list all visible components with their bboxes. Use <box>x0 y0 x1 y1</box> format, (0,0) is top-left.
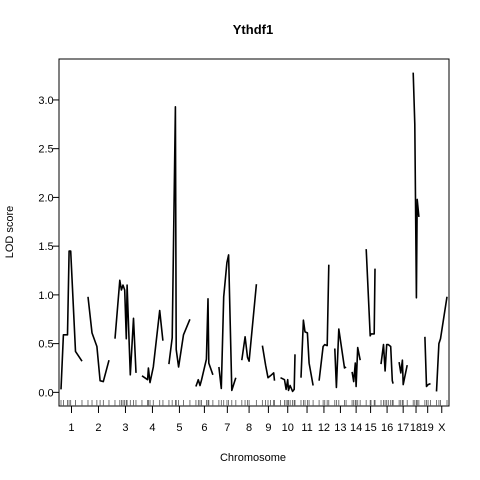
x-tick-label: 14 <box>350 422 362 434</box>
lod-curve-chr-11 <box>300 319 314 386</box>
lod-curves <box>60 72 448 393</box>
x-tick-label: 6 <box>201 422 207 434</box>
y-tick-label: 2.5 <box>38 144 53 156</box>
chart-title: Ythdf1 <box>233 22 273 37</box>
y-tick-label: 1.5 <box>38 241 53 253</box>
lod-curve-chr-12 <box>318 264 330 381</box>
x-tick-label: 11 <box>301 422 312 434</box>
y-axis: 0.0 0.5 1.0 1.5 2.0 2.5 3.0 <box>38 95 59 399</box>
x-tick-label: 9 <box>265 422 271 434</box>
lod-curve-chr-1 <box>60 250 83 390</box>
lod-curve-chr-19 <box>424 336 431 388</box>
x-tick-label: 10 <box>282 422 294 434</box>
x-tick-label: 19 <box>422 422 434 434</box>
lod-curve-chr-14 <box>351 346 361 388</box>
lod-curve-chr-6 <box>195 297 214 387</box>
lod-curve-chr-8 <box>241 284 258 363</box>
plot-frame <box>58 58 450 407</box>
lod-curve-chr-15 <box>365 249 376 337</box>
y-tick-label: 0.5 <box>38 339 53 351</box>
x-tick-label: 4 <box>149 422 155 434</box>
x-tick-label: 8 <box>246 422 252 434</box>
x-tick-label: 17 <box>397 422 409 434</box>
x-tick-label: 2 <box>95 422 101 434</box>
x-tick-label: 5 <box>176 422 182 434</box>
y-tick-label: 2.0 <box>38 192 53 204</box>
x-axis-label: Chromosome <box>220 452 286 464</box>
x-tick-label: 12 <box>318 422 330 434</box>
marker-rug <box>60 400 448 406</box>
lod-curve-chr-4 <box>141 309 164 384</box>
lod-curve-chr-10 <box>280 354 296 393</box>
y-tick-label: 1.0 <box>38 290 53 302</box>
lod-curve-chr-9 <box>261 345 276 381</box>
x-tick-label: 15 <box>364 422 376 434</box>
lod-curve-chr-3 <box>114 279 137 376</box>
lod-curve-chr-X <box>435 296 448 392</box>
x-tick-label: 13 <box>334 422 346 434</box>
x-axis: 1 2 3 4 5 6 7 8 9 10 11 12 13 14 15 16 17 18 19 X <box>68 406 446 434</box>
y-tick-label: 3.0 <box>38 95 53 107</box>
x-tick-label: 18 <box>410 422 422 434</box>
x-tick-label: 7 <box>224 422 230 434</box>
lod-curve-chr-5 <box>168 106 191 368</box>
lod-curve-chr-16 <box>380 343 394 384</box>
x-tick-label: 16 <box>381 422 393 434</box>
lod-curve-chr-13 <box>334 328 347 389</box>
x-tick-label: X <box>438 422 446 434</box>
lod-curve-chr-17 <box>398 359 408 386</box>
lod-curve-chr-2 <box>87 296 110 383</box>
y-tick-label: 0.0 <box>38 387 53 399</box>
lod-curve-chr-7 <box>218 254 237 392</box>
y-axis-label: LOD score <box>4 206 16 259</box>
lod-curve-chr-18 <box>412 72 420 299</box>
x-tick-label: 1 <box>68 422 74 434</box>
x-tick-label: 3 <box>122 422 128 434</box>
